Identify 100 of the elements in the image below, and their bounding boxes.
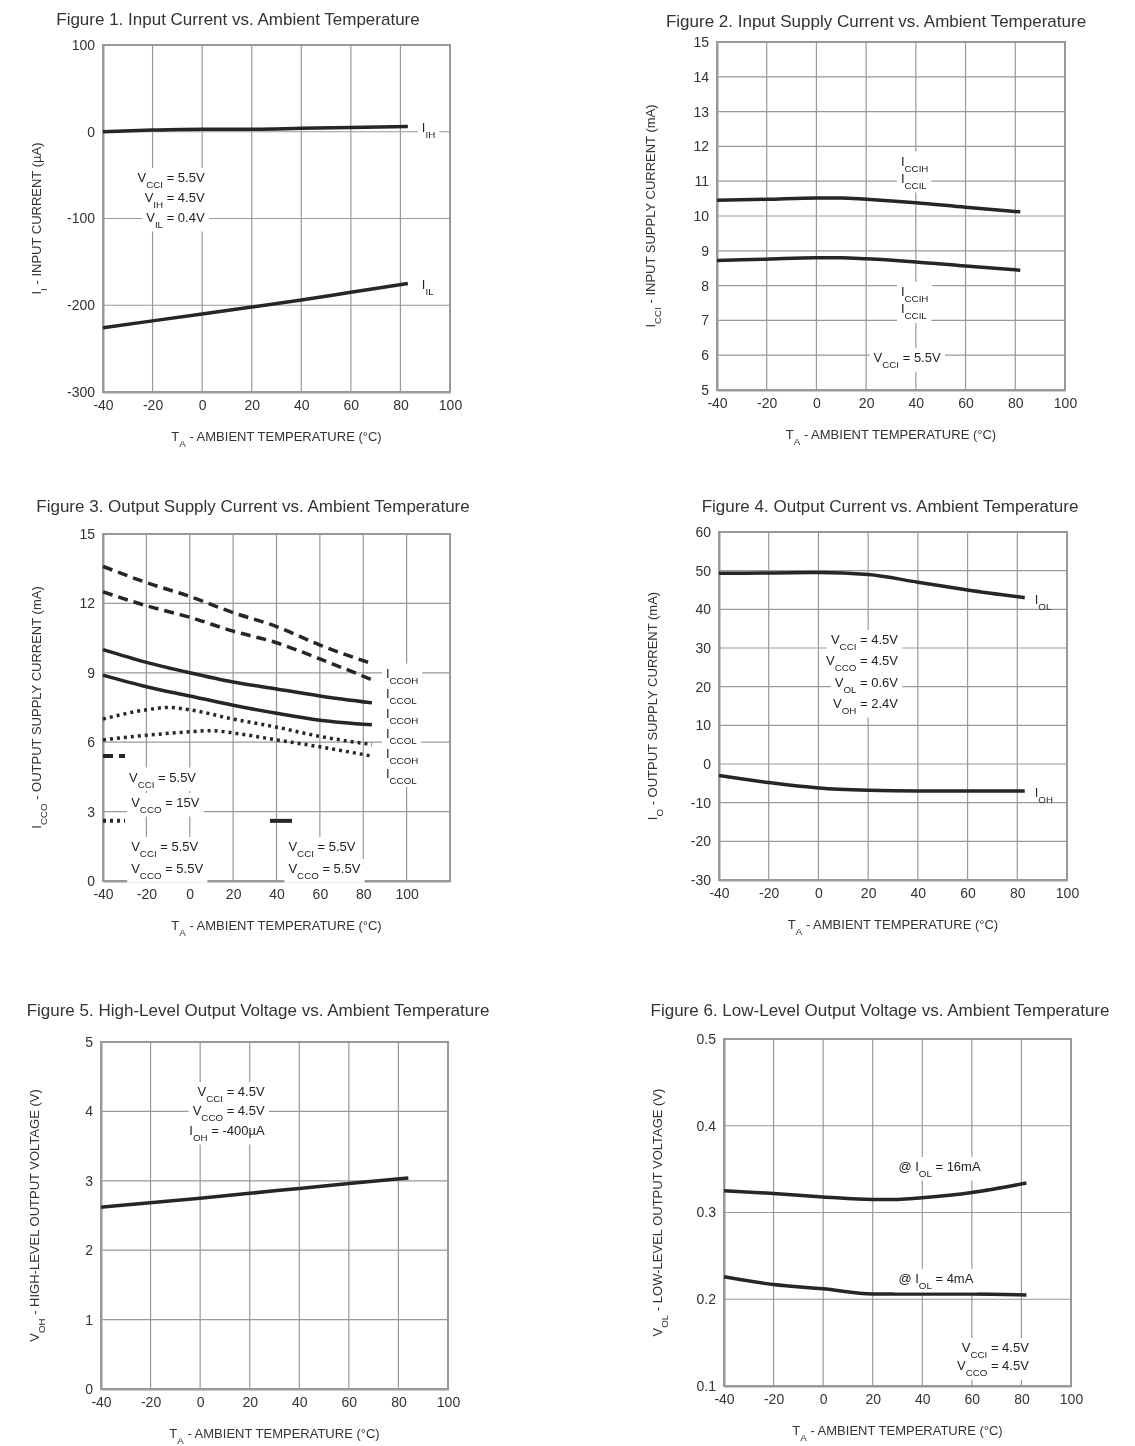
x-tick-label: 40 <box>910 884 927 901</box>
x-tick-label: 100 <box>436 1393 461 1410</box>
series-label: @ I$_{OL}$ = 4mA <box>898 1270 974 1291</box>
x-tick-label: 60 <box>964 1390 981 1407</box>
chart-title: Figure 1. Input Current vs. Ambient Temperature <box>56 10 420 29</box>
x-tick-label: 0 <box>186 885 195 902</box>
y-tick-label: 0.3 <box>696 1204 717 1221</box>
annotation: V$_{CCI}$ = 4.5V <box>197 1084 265 1104</box>
annotation: V$_{IL}$ = 0.4V <box>146 209 205 230</box>
x-tick-label: 0 <box>196 1393 205 1410</box>
line-series <box>715 196 1023 214</box>
annotation: V$_{OH}$ = 2.4V <box>833 695 899 716</box>
x-tick-label: 20 <box>225 885 242 902</box>
y-tick-label: 0.5 <box>696 1030 717 1047</box>
series-label: I$_{CCOH}$ <box>385 745 419 766</box>
annotation: V$_{CCI}$ = 4.5V <box>961 1340 1030 1360</box>
y-tick-label: -10 <box>690 794 712 811</box>
line-series <box>99 1176 411 1209</box>
y-tick-label: 0 <box>87 123 96 140</box>
x-tick-label: 80 <box>1008 394 1024 411</box>
line-series <box>101 673 374 727</box>
x-tick-label: -40 <box>714 1390 735 1407</box>
y-tick-label: 7 <box>701 312 710 329</box>
x-tick-label: 60 <box>958 394 975 411</box>
x-tick-label: 80 <box>393 396 409 413</box>
y-tick-label: 60 <box>695 523 712 540</box>
x-tick-label: 100 <box>1055 884 1080 901</box>
x-tick-label: 60 <box>960 884 977 901</box>
annotation: V$_{IH}$ = 4.5V <box>144 190 205 210</box>
x-tick-label: 60 <box>341 1393 358 1410</box>
x-tick-label: 20 <box>244 396 261 413</box>
y-tick-label: 5 <box>85 1033 94 1050</box>
x-tick-label: -40 <box>707 394 728 411</box>
x-axis-title: T$_{A}$ - AMBIENT TEMPERATURE (°C) <box>171 429 382 449</box>
y-tick-label: 13 <box>693 103 710 120</box>
line-series <box>717 773 1027 793</box>
y-tick-label: 30 <box>695 639 712 656</box>
y-tick-label: -20 <box>690 833 712 850</box>
x-tick-label: -40 <box>709 884 730 901</box>
series-label: I$_{CCOH}$ <box>385 705 419 726</box>
y-tick-label: 12 <box>693 138 710 155</box>
y-tick-label: 0.2 <box>696 1291 717 1308</box>
annotation: V$_{CCO}$ = 5.5V <box>131 861 204 881</box>
y-tick-label: 10 <box>693 207 710 224</box>
y-tick-label: 6 <box>87 734 96 751</box>
chart-title: Figure 3. Output Supply Current vs. Ambient Temperature <box>36 497 470 516</box>
y-tick-label: 20 <box>695 678 712 695</box>
chart-title: Figure 6. Low-Level Output Voltage vs. Ambient Temperature <box>650 1001 1110 1020</box>
series-label: I$_{OL}$ <box>1034 591 1052 612</box>
annotation: V$_{CCI}$ = 4.5V <box>830 632 899 652</box>
x-tick-label: -40 <box>93 885 114 902</box>
chart-title: Figure 2. Input Supply Current vs. Ambient Temperature <box>665 12 1087 31</box>
annotation: V$_{CCO}$ = 4.5V <box>956 1358 1030 1378</box>
y-tick-label: 9 <box>87 664 96 681</box>
y-tick-label: 8 <box>701 277 710 294</box>
series-label: @ I$_{OL}$ = 16mA <box>898 1159 981 1179</box>
x-tick-label: -20 <box>759 884 780 901</box>
x-tick-label: 100 <box>395 885 420 902</box>
y-tick-label: 3 <box>85 1172 94 1189</box>
x-axis-title: T$_{A}$ - AMBIENT TEMPERATURE (°C) <box>171 918 382 938</box>
x-tick-label: 80 <box>391 1393 407 1410</box>
y-tick-label: -30 <box>690 871 712 888</box>
x-tick-label: 80 <box>1010 884 1026 901</box>
annotation: V$_{CCO}$ = 15V <box>131 794 200 815</box>
x-tick-label: 40 <box>292 1393 308 1410</box>
x-tick-label: 40 <box>294 396 310 413</box>
y-tick-label: 15 <box>693 33 710 50</box>
x-tick-label: 60 <box>343 396 360 413</box>
annotation: V$_{CCO}$ = 4.5V <box>826 653 899 673</box>
series-label: I$_{CCOL}$ <box>385 725 418 746</box>
x-tick-label: 40 <box>915 1390 931 1407</box>
y-tick-label: 50 <box>695 562 712 579</box>
annotation: I$_{OH}$ = -400µA <box>189 1123 265 1143</box>
y-tick-label: 100 <box>71 36 96 53</box>
y-tick-label: 1 <box>85 1311 94 1328</box>
line-series <box>722 1181 1029 1202</box>
x-tick-label: -40 <box>93 396 114 413</box>
y-tick-label: -300 <box>66 383 96 400</box>
line-series <box>722 1274 1029 1297</box>
y-tick-label: 11 <box>694 173 710 190</box>
x-tick-label: 0 <box>819 1390 828 1407</box>
x-tick-label: 20 <box>860 884 877 901</box>
series-label: I$_{IL}$ <box>421 276 435 297</box>
x-tick-label: 0 <box>198 396 207 413</box>
y-tick-label: -100 <box>66 210 96 227</box>
y-tick-label: 40 <box>695 601 712 618</box>
x-tick-label: 0 <box>815 884 824 901</box>
series-label: I$_{IH}$ <box>421 119 436 140</box>
y-tick-label: 2 <box>85 1242 94 1259</box>
x-tick-label: -20 <box>763 1390 785 1407</box>
x-axis-title: T$_{A}$ - AMBIENT TEMPERATURE (°C) <box>787 917 999 937</box>
x-tick-label: 20 <box>858 394 875 411</box>
y-tick-label: 5 <box>701 381 710 398</box>
line-series <box>101 705 374 747</box>
annotation: V$_{CCO}$ = 5.5V <box>288 861 361 881</box>
x-tick-label: -40 <box>91 1393 112 1410</box>
annotation: I$_{CCIH}$ <box>900 153 929 174</box>
x-tick-label: 80 <box>355 885 372 902</box>
x-tick-label: -20 <box>136 885 158 902</box>
annotation: I$_{CCIL}$ <box>900 301 928 321</box>
